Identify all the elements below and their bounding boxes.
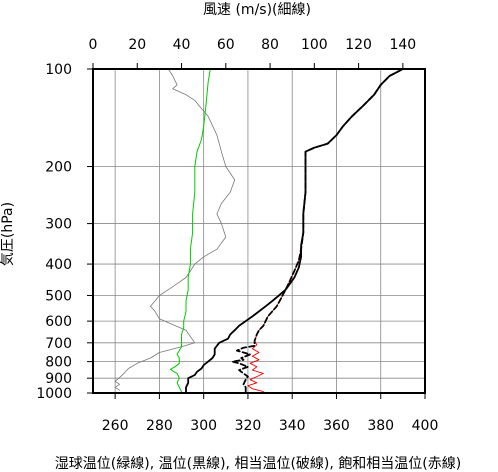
x-bottom-tick-label: 360: [323, 418, 350, 434]
grid: [93, 68, 426, 394]
y-tick-label: 600: [45, 314, 72, 330]
y-tick-label: 300: [45, 217, 72, 233]
x-top-tick-label: 140: [389, 37, 416, 53]
y-tick-label: 100: [45, 62, 72, 78]
x-bottom-tick-label: 260: [102, 418, 129, 434]
y-tick-label: 700: [45, 336, 72, 352]
x-bottom-tick-label: 280: [146, 418, 173, 434]
y-tick-label: 1000: [36, 386, 72, 402]
y-tick-label: 500: [45, 288, 72, 304]
x-bottom-tick-label: 320: [235, 418, 262, 434]
series-line-wet-bulb: [170, 68, 211, 393]
bottom-axis-title: 湿球温位(緑線), 温位(黒線), 相当温位(破線), 飽和相当温位(赤線): [55, 455, 461, 472]
series-line-wind: [114, 68, 236, 391]
x-top-tick-label: 0: [89, 37, 98, 53]
y-tick-label: 900: [45, 371, 72, 387]
x-top-tick-label: 40: [173, 37, 191, 53]
y-tick-label: 200: [45, 160, 72, 176]
series-line-theta: [185, 68, 404, 394]
x-top-tick-label: 80: [261, 37, 279, 53]
y-axis-title: 気圧(hPa): [0, 202, 16, 266]
x-bottom-tick-label: 300: [190, 418, 217, 434]
plot-frame: [92, 68, 426, 394]
x-bottom-tick-label: 340: [279, 418, 306, 434]
x-top-tick-label: 20: [128, 37, 146, 53]
x-bottom-tick-label: 400: [412, 418, 439, 434]
y-tick-label: 800: [45, 355, 72, 371]
x-top-tick-label: 100: [301, 37, 328, 53]
x-top-tick-label: 60: [217, 37, 235, 53]
x-bottom-tick-label: 380: [367, 418, 394, 434]
x-top-tick-label: 120: [345, 37, 372, 53]
tick-labels: 260 280 300 320 340 360 380 400 0 20 40 60 80 100 120 1…: [36, 37, 438, 434]
y-tick-label: 400: [45, 257, 72, 273]
series-group: [114, 68, 404, 394]
top-axis-title: 風速 (m/s)(細線): [203, 2, 311, 18]
